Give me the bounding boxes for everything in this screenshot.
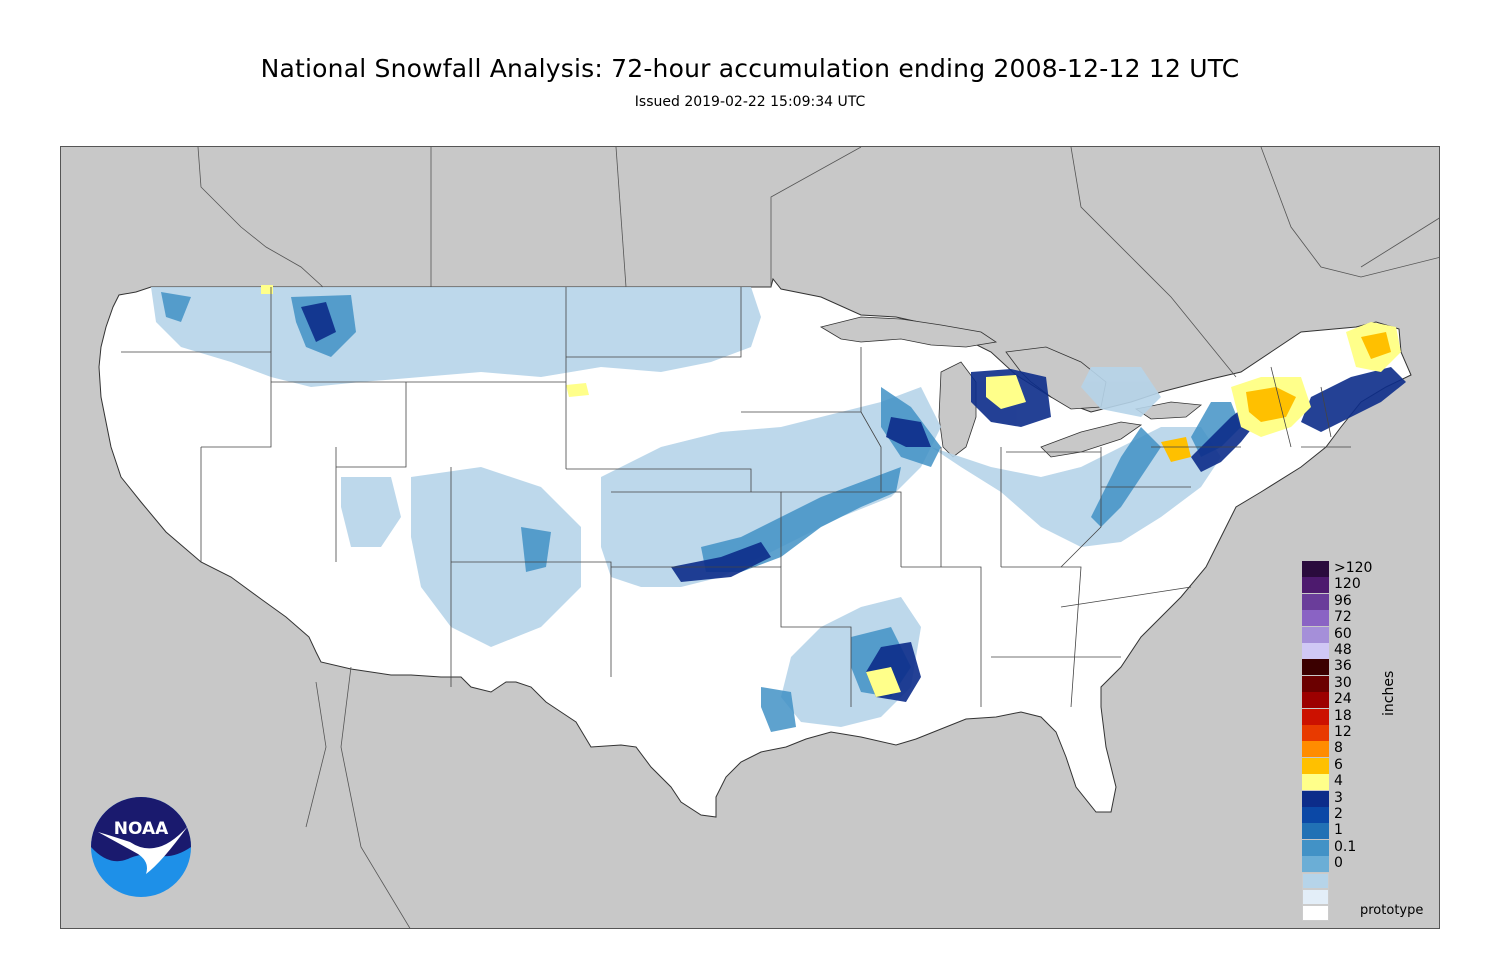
legend-label: 4 <box>1334 773 1343 790</box>
legend-swatch <box>1302 757 1329 774</box>
international-lines <box>197 147 1439 928</box>
issued-timestamp: Issued 2019-02-22 15:09:34 UTC <box>634 94 866 110</box>
logo-bird-icon <box>98 826 188 874</box>
legend-swatch <box>1302 577 1329 594</box>
legend-swatch <box>1302 610 1329 627</box>
legend-swatch <box>1302 807 1329 823</box>
legend-label: 8 <box>1334 740 1343 757</box>
lake-superior <box>819 316 998 348</box>
legend-label: 72 <box>1334 609 1352 626</box>
legend-swatch <box>1302 692 1329 709</box>
legend-label: 24 <box>1334 691 1352 708</box>
legend-label: 120 <box>1334 576 1361 593</box>
legend-label: 60 <box>1334 625 1352 642</box>
noaa-logo: NOAA <box>90 796 192 898</box>
legend-label: 36 <box>1334 658 1352 675</box>
legend-swatch <box>1302 872 1329 889</box>
legend-label: 0 <box>1334 855 1343 872</box>
legend-swatch <box>1302 659 1329 676</box>
prototype-note: prototype <box>1360 903 1424 918</box>
legend-swatch <box>1302 725 1329 741</box>
logo-text: NOAA <box>114 819 169 839</box>
legend-label: 0.1 <box>1334 838 1357 855</box>
legend-label: 1 <box>1334 822 1343 839</box>
legend-label: 2 <box>1334 806 1343 822</box>
legend-swatch <box>1302 675 1329 692</box>
legend: >120 120 96 72 60 48 36 30 24 18 12 8 6 4 3 2 1 0.1 0 <box>1302 560 1412 922</box>
lake-erie <box>1040 421 1143 458</box>
legend-swatch <box>1302 823 1329 840</box>
legend-swatch <box>1302 774 1329 791</box>
snowfall-extreme <box>261 285 1401 697</box>
legend-swatch <box>1302 643 1329 659</box>
legend-swatch <box>1302 889 1329 905</box>
legend-label: 18 <box>1334 707 1352 724</box>
legend-label: >120 <box>1334 560 1373 576</box>
legend-swatch <box>1302 856 1329 873</box>
map-title: National Snowfall Analysis: 72-hour accu… <box>260 54 1240 83</box>
snowfall-map <box>60 146 1440 929</box>
legend-label: 96 <box>1334 592 1352 609</box>
lake-ontario <box>1134 401 1203 420</box>
legend-label: 12 <box>1334 724 1352 740</box>
legend-label: 48 <box>1334 642 1352 658</box>
legend-swatch <box>1302 741 1329 758</box>
legend-swatch <box>1302 593 1329 610</box>
legend-units: inches <box>1381 670 1397 716</box>
state-boundaries <box>121 287 1351 708</box>
legend-swatch <box>1302 790 1329 807</box>
legend-label: 30 <box>1334 674 1352 691</box>
legend-swatch <box>1302 561 1329 577</box>
legend-swatch <box>1302 708 1329 725</box>
legend-label: 3 <box>1334 789 1343 806</box>
legend-swatch <box>1302 839 1329 856</box>
legend-label: 6 <box>1334 756 1343 773</box>
legend-swatch <box>1302 905 1329 922</box>
legend-swatch <box>1302 626 1329 643</box>
map-canvas <box>98 147 1439 928</box>
